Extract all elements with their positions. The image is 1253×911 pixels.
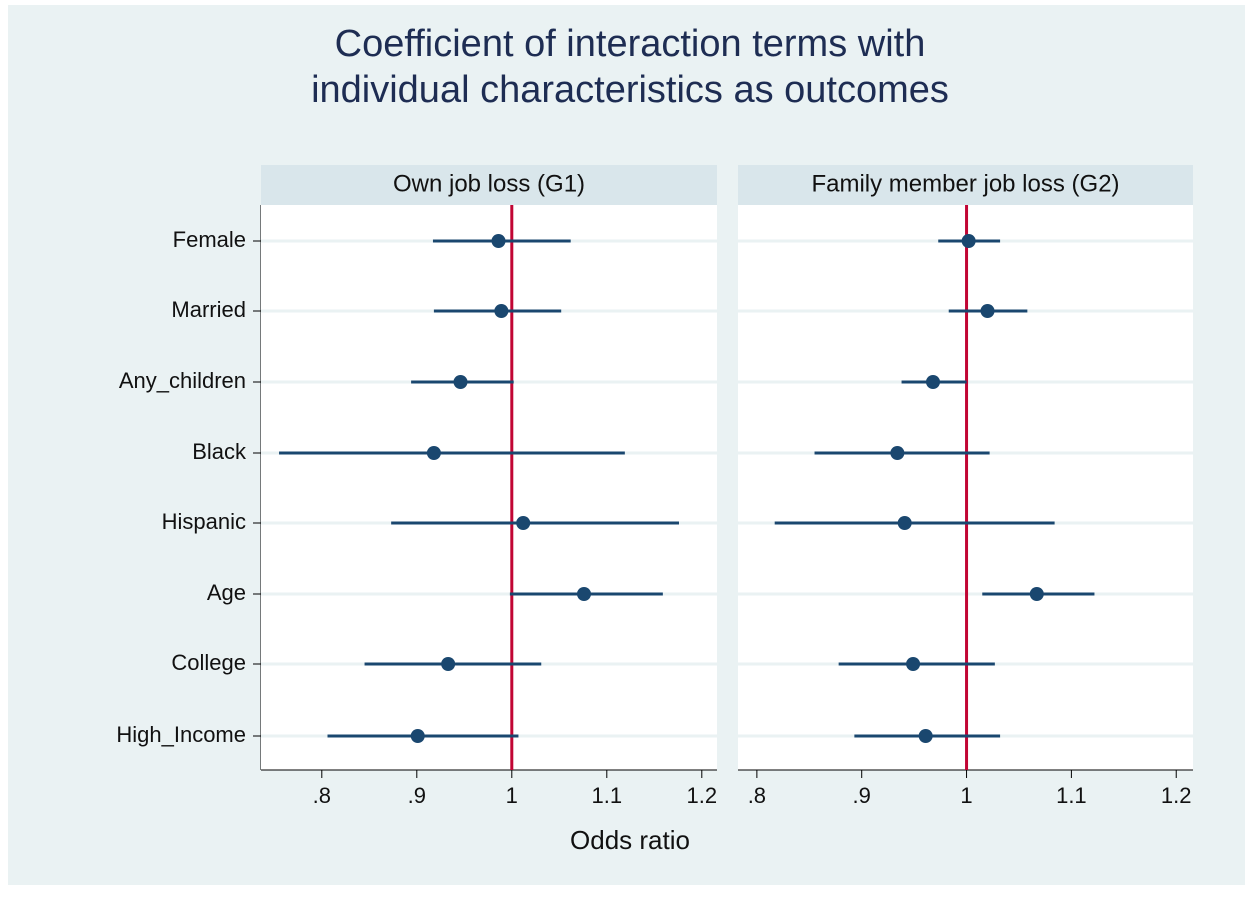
y-tick-label: High_Income — [116, 722, 246, 747]
x-tick-label: 1 — [960, 783, 972, 808]
point-estimate — [453, 375, 468, 389]
panel-title: Own job loss (G1) — [393, 170, 585, 197]
point-estimate — [441, 657, 456, 671]
x-tick-label: 1.1 — [1056, 783, 1087, 808]
point-estimate — [1029, 587, 1044, 601]
y-tick-label: Female — [173, 227, 246, 252]
point-estimate — [897, 516, 912, 530]
x-tick-label: .9 — [408, 783, 426, 808]
point-estimate — [961, 234, 976, 248]
panel-title: Family member job loss (G2) — [811, 170, 1119, 197]
y-tick-label: Hispanic — [162, 509, 246, 534]
x-tick-label: 1.1 — [592, 783, 623, 808]
panel-strip — [738, 165, 1193, 205]
point-estimate — [491, 234, 506, 248]
y-tick-label: College — [171, 650, 246, 675]
x-tick-label: .8 — [748, 783, 766, 808]
chart-title: individual characteristics as outcomes — [311, 69, 949, 111]
point-estimate — [890, 446, 905, 460]
point-estimate — [494, 304, 509, 318]
point-estimate — [426, 446, 441, 460]
chart-title: Coefficient of interaction terms with — [335, 23, 926, 65]
x-tick-label: 1.2 — [1161, 783, 1192, 808]
x-tick-label: 1.2 — [687, 783, 718, 808]
x-tick-label: .8 — [313, 783, 331, 808]
point-estimate — [980, 304, 995, 318]
point-estimate — [906, 657, 921, 671]
point-estimate — [918, 729, 933, 743]
y-tick-label: Any_children — [119, 368, 246, 393]
point-estimate — [926, 375, 940, 389]
y-tick-label: Age — [207, 580, 246, 605]
y-tick-label: Married — [171, 297, 246, 322]
plot-area — [261, 205, 717, 770]
point-estimate — [577, 587, 591, 601]
point-estimate — [410, 729, 425, 743]
y-tick-label: Black — [192, 439, 247, 464]
x-tick-label: .9 — [853, 783, 871, 808]
x-tick-label: 1 — [506, 783, 518, 808]
panel-strip — [261, 165, 717, 205]
point-estimate — [516, 516, 531, 530]
x-axis-label: Odds ratio — [570, 825, 690, 855]
